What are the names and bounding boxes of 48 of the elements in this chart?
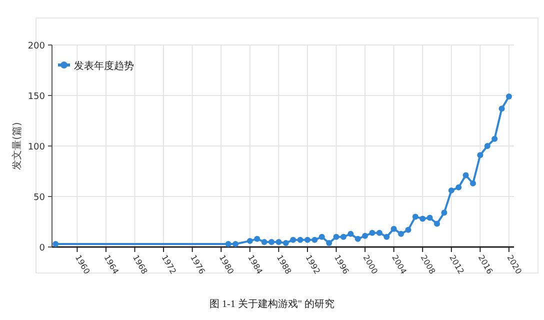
point xyxy=(448,187,454,194)
point xyxy=(276,238,282,245)
point xyxy=(462,172,469,178)
point xyxy=(376,230,382,236)
point xyxy=(434,220,440,227)
point xyxy=(456,184,462,190)
legend-label: 发表年度趋势 xyxy=(74,60,134,72)
point xyxy=(312,236,318,243)
point xyxy=(333,234,340,240)
point xyxy=(261,238,268,245)
point xyxy=(232,240,239,247)
point xyxy=(426,214,433,221)
y-tick-label: 50 xyxy=(34,193,46,203)
point xyxy=(412,214,418,220)
point xyxy=(492,136,498,142)
point xyxy=(441,210,448,216)
y-tick-label: 0 xyxy=(39,244,46,254)
point xyxy=(384,234,390,240)
y-tick-label: 100 xyxy=(28,142,46,152)
point xyxy=(362,232,368,239)
point xyxy=(282,240,289,246)
point xyxy=(246,238,253,244)
point xyxy=(268,238,274,245)
point xyxy=(470,180,476,186)
point xyxy=(52,240,59,247)
point xyxy=(348,230,354,237)
y-tick-label: 200 xyxy=(28,42,46,52)
point xyxy=(354,236,361,242)
point xyxy=(326,240,332,246)
point xyxy=(477,152,484,158)
point xyxy=(405,226,412,233)
point xyxy=(398,230,404,237)
point xyxy=(498,106,505,112)
point xyxy=(420,216,426,222)
caption: 图 1-1 关于建构游戏" 的研究 xyxy=(210,298,334,310)
point xyxy=(506,94,512,100)
point xyxy=(318,234,325,240)
point xyxy=(304,236,310,243)
point xyxy=(390,226,397,232)
point xyxy=(297,236,304,243)
point xyxy=(340,234,346,240)
point xyxy=(225,240,232,247)
point xyxy=(484,143,490,149)
y-tick-label: 150 xyxy=(28,92,46,102)
point xyxy=(369,230,376,236)
point xyxy=(254,236,260,242)
y-axis-title: 发文量(篇) xyxy=(11,122,23,170)
point xyxy=(290,236,296,243)
